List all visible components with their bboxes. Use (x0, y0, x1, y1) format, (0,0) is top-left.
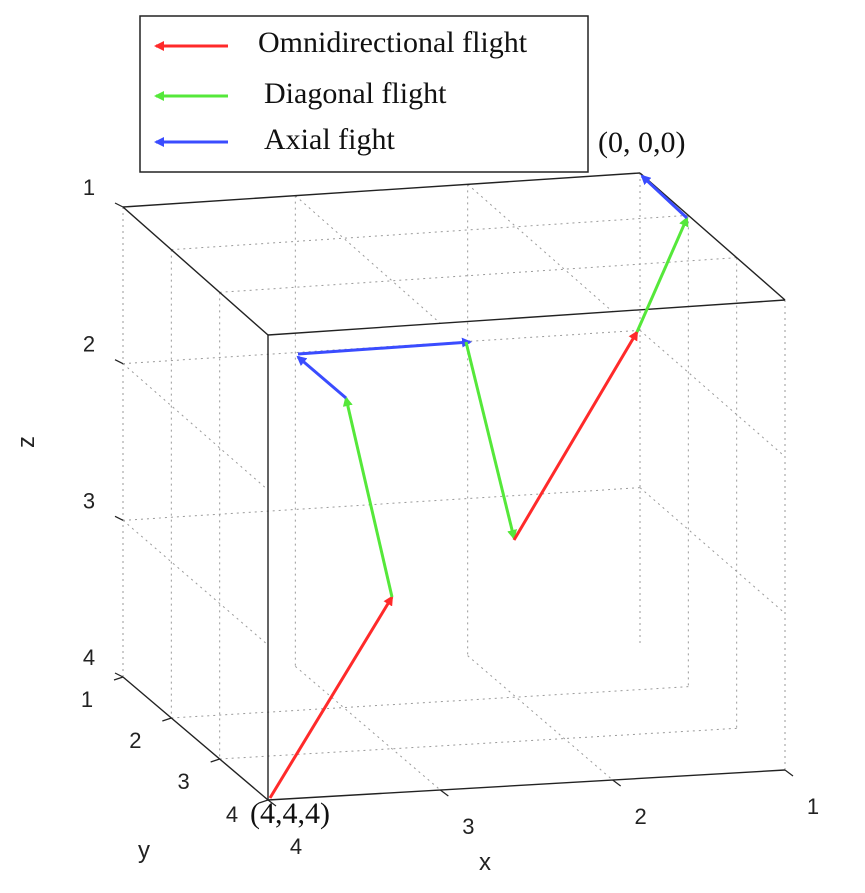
grid-line-floor-x (467, 655, 613, 781)
grid-line-back-horizontal (122, 487, 641, 521)
z-tick-mark (114, 672, 124, 678)
grid-line-top-x (467, 183, 613, 313)
y-tick-mark (162, 717, 172, 722)
z-tick-label: 3 (83, 488, 95, 513)
x-tick-mark (612, 779, 622, 787)
axes-box (113, 172, 794, 807)
tick-labels: 1 2 3 4 1 2 3 4 1 2 3 4 (81, 175, 819, 859)
legend: Omnidirectional flight Diagonal flight A… (139, 15, 589, 173)
grid-line-right-horizontal (639, 487, 786, 614)
y-tick-label: 3 (178, 769, 190, 794)
legend-box (139, 15, 589, 173)
y-tick-mark (113, 676, 124, 681)
axial-arrow-2 (297, 337, 472, 356)
grid-line-right-horizontal (639, 329, 786, 458)
z-tick-mark (114, 359, 124, 365)
x-tick-mark (784, 769, 794, 777)
flight-paths (268, 174, 689, 799)
grid-line-floor-y (219, 727, 737, 760)
y-tick-label: 4 (226, 802, 238, 827)
x-tick-label: 1 (807, 794, 819, 819)
x-tick-label: 4 (290, 834, 302, 859)
grid-line-top-y (171, 214, 689, 251)
frame-edge-bottom-left (122, 676, 269, 801)
axial-arrow-3 (640, 174, 689, 220)
y-tick-label: 1 (81, 687, 93, 712)
diagonal-arrow-2 (464, 341, 517, 540)
z-tick-label: 1 (83, 175, 95, 200)
x-axis-label: x (479, 849, 491, 876)
z-tick-mark (114, 515, 124, 521)
omni-arrow-1 (268, 595, 394, 799)
grid-lines (122, 173, 786, 791)
z-tick-label: 2 (83, 332, 95, 357)
frame-edge-top-back (122, 172, 641, 208)
z-axis-label: z (13, 436, 40, 448)
x-tick-mark (439, 789, 449, 797)
omni-arrow-2 (512, 330, 639, 541)
y-tick-mark (258, 799, 269, 804)
x-tick-mark (267, 799, 277, 807)
frame-edge-top-right (639, 172, 786, 301)
end-point-label: (0, 0,0) (598, 126, 685, 159)
frame-edge-top-front (267, 299, 786, 336)
grid-line-left-horizontal (122, 363, 269, 491)
grid-line-floor-x (295, 665, 441, 791)
z-tick-mark (114, 202, 124, 208)
y-tick-mark (210, 758, 220, 763)
grid-line-left-horizontal (122, 519, 269, 646)
frame-edge-top-left (122, 206, 269, 336)
y-tick-label: 2 (129, 728, 141, 753)
y-axis-label: y (138, 837, 150, 864)
diagonal-arrow-3 (635, 216, 689, 333)
z-tick-label: 4 (83, 645, 95, 670)
x-tick-label: 3 (462, 814, 474, 839)
grid-line-top-x (295, 195, 441, 324)
legend-label-omnidirectional: Omnidirectional flight (258, 26, 528, 59)
grid-line-floor-y (171, 686, 689, 719)
legend-label-diagonal: Diagonal flight (264, 77, 447, 110)
diagonal-arrow-1 (342, 396, 394, 598)
axial-arrow-1 (296, 355, 347, 400)
frame-edge-bottom-front (267, 769, 786, 801)
x-tick-label: 2 (635, 804, 647, 829)
start-point-label: (4,4,4) (250, 797, 330, 830)
grid-line-top-y (219, 257, 737, 293)
legend-label-axial: Axial fight (264, 123, 395, 156)
